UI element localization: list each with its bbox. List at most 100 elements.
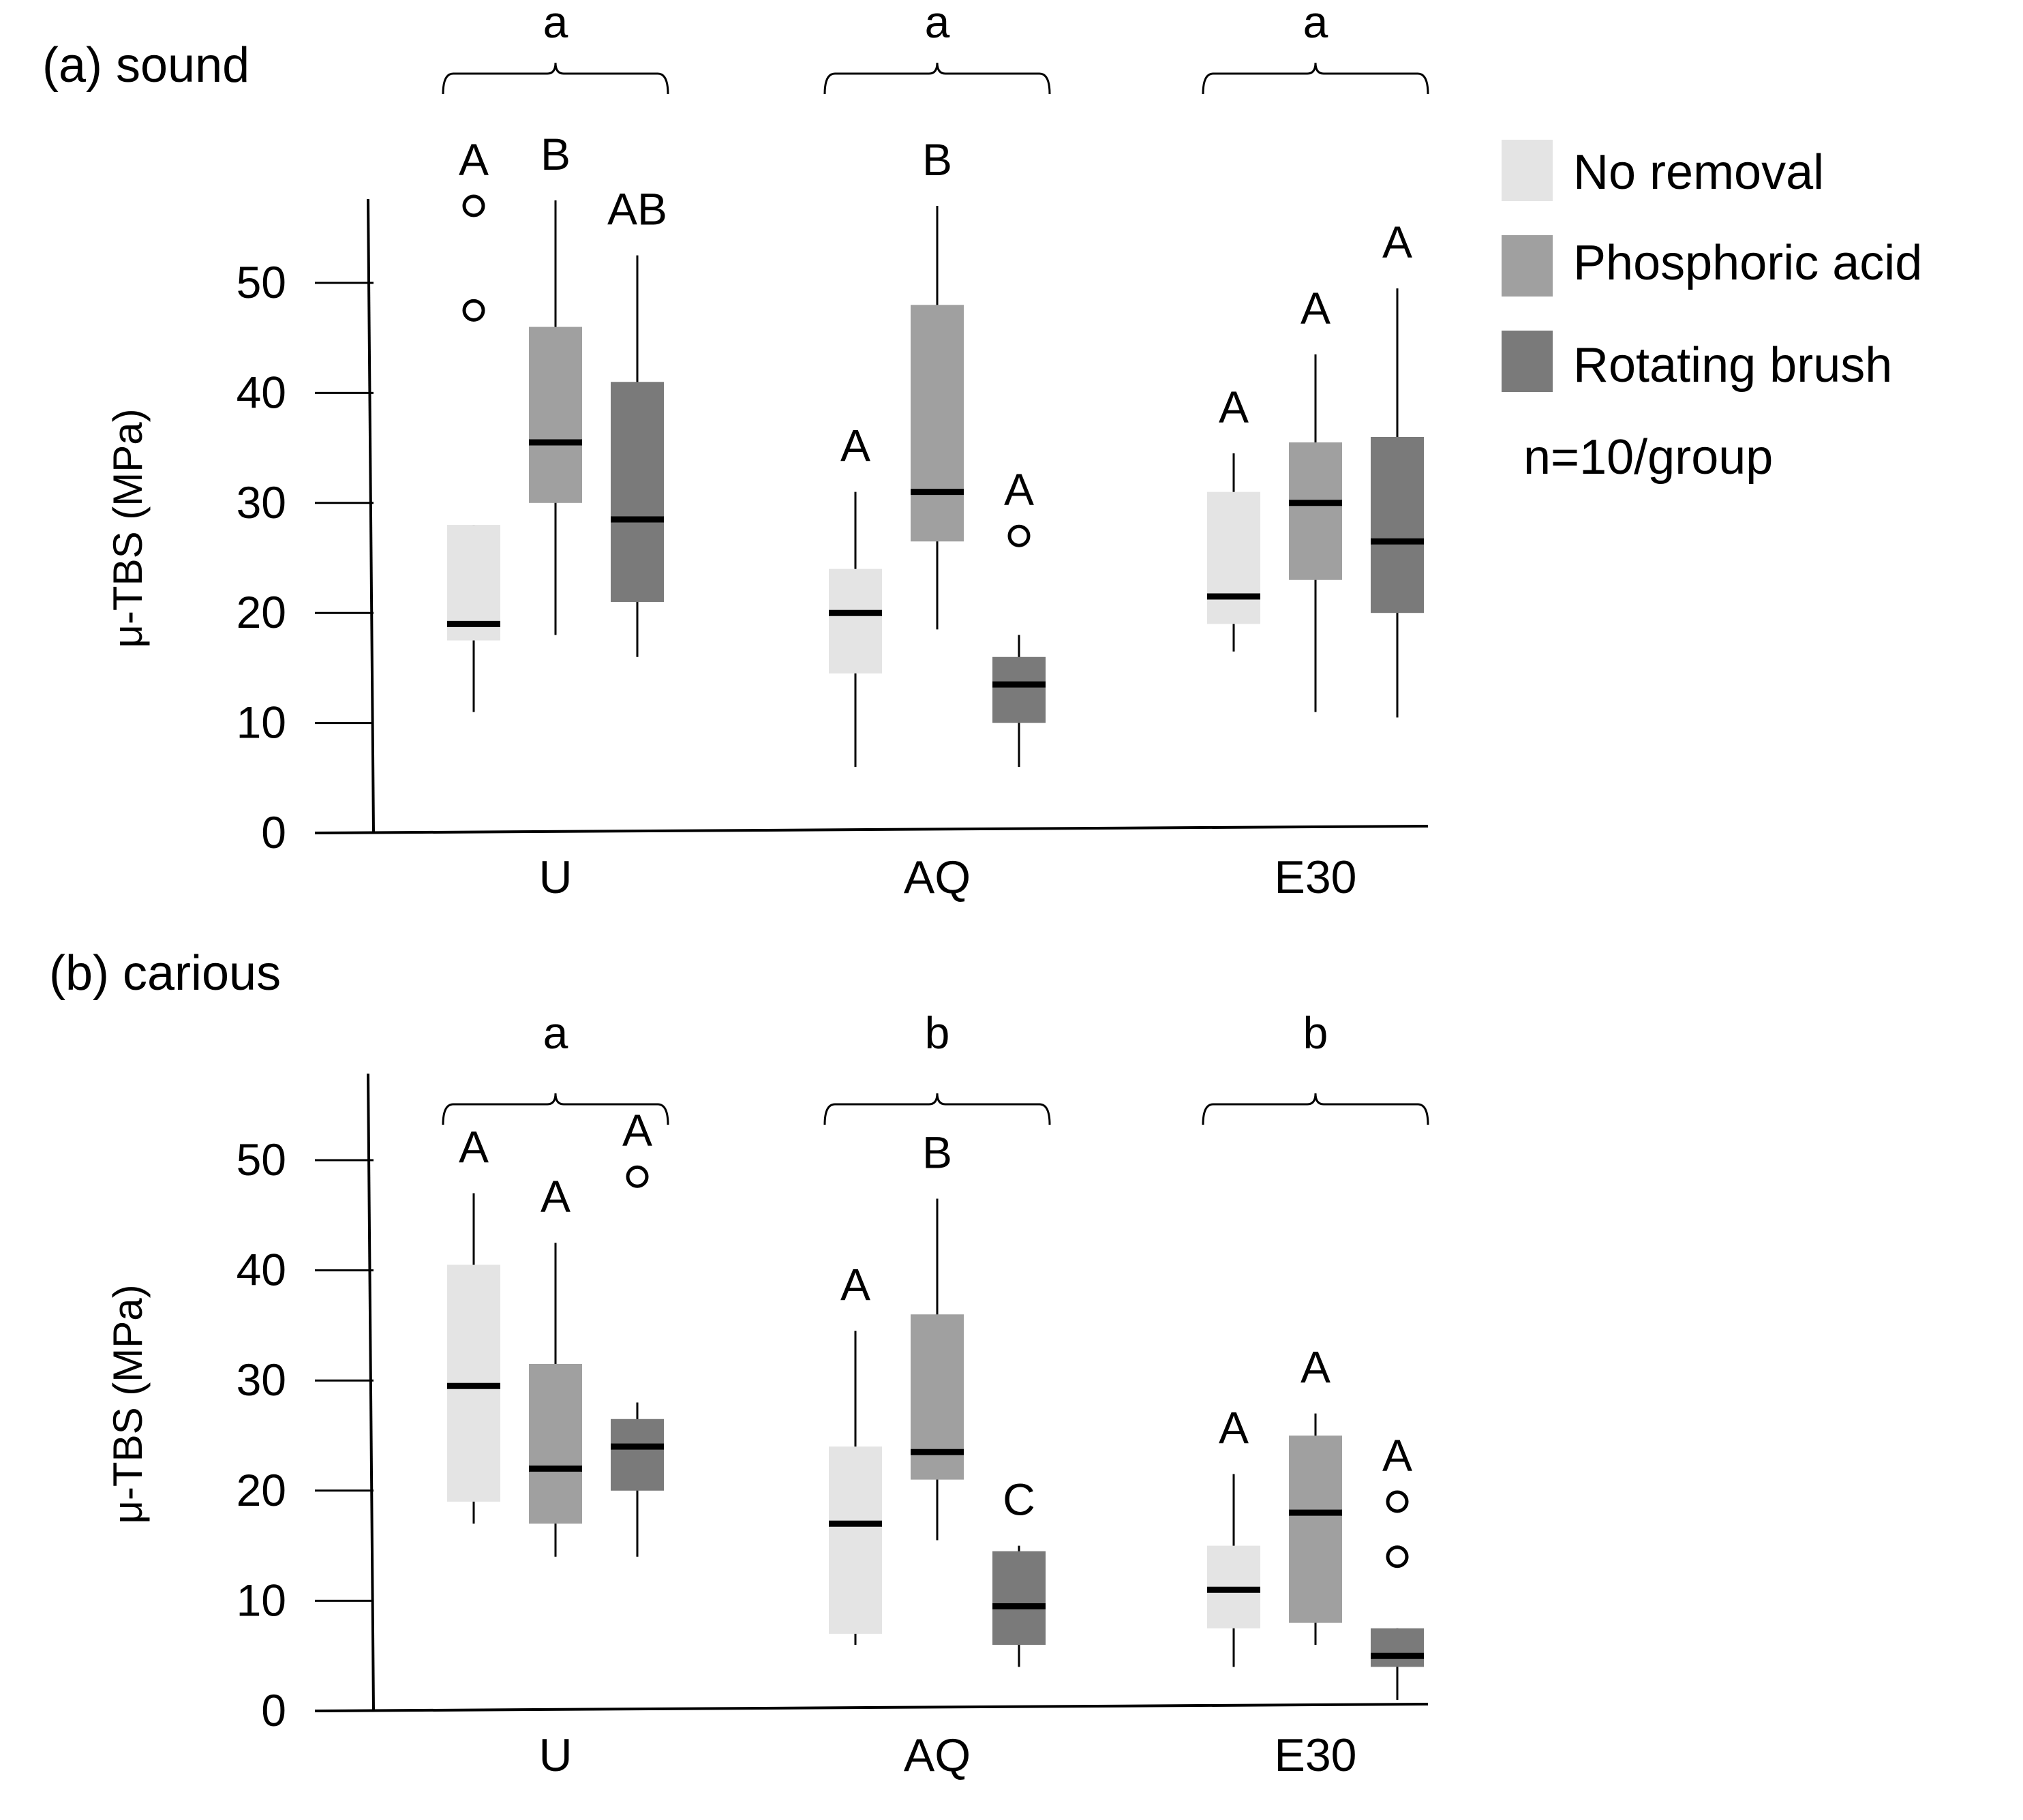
significance-letter: B: [541, 129, 571, 179]
x-category-label-aq: AQ: [904, 1729, 971, 1781]
box-no-removal-e30: A: [1207, 1403, 1260, 1667]
outlier-point: [462, 194, 485, 217]
y-tick-label: 30: [237, 477, 286, 528]
outlier-point: [1386, 1490, 1409, 1513]
significance-letter: A: [1382, 217, 1412, 267]
box-body: [1371, 436, 1424, 613]
box-rotating-brush-e30: A: [1371, 1430, 1424, 1700]
legend-swatch-no-removal: [1502, 140, 1553, 201]
significance-letter: A: [1382, 1430, 1412, 1481]
y-tick-label: 20: [237, 1465, 286, 1515]
significance-letter: AB: [607, 184, 667, 234]
box-body: [1289, 1436, 1342, 1623]
significance-letter: A: [1300, 283, 1330, 333]
significance-letter: A: [1219, 1403, 1249, 1453]
y-axis-line: [367, 1073, 375, 1712]
panel-sound: (a) sound μ-TBS (MPa) 0 10 20 30 40 50 U AQ E30…: [42, 0, 1429, 903]
legend: No removal Phosphoric acid Rotating brus…: [1502, 140, 1922, 485]
y-ticks: 0 10 20 30 40 50: [237, 257, 374, 858]
x-category-label-u: U: [538, 1729, 572, 1781]
x-category-label-aq: AQ: [904, 851, 971, 903]
outlier-point: [1007, 524, 1031, 547]
box-rotating-brush-u: AB: [607, 184, 667, 657]
group-letter: a: [543, 1007, 568, 1058]
x-axis-line: [314, 1703, 1429, 1712]
legend-swatch-phosphoric-acid: [1502, 235, 1553, 297]
outlier-point: [626, 1165, 649, 1188]
box-body: [1289, 442, 1342, 580]
y-tick-label: 40: [237, 367, 286, 417]
box-body: [1371, 1628, 1424, 1667]
group-bracket: [1202, 1093, 1429, 1125]
y-tick-label: 10: [237, 1575, 286, 1625]
box-no-removal-aq: A: [829, 421, 882, 768]
significance-letter: A: [541, 1171, 571, 1222]
box-no-removal-aq: A: [829, 1259, 882, 1645]
y-tick-label: 50: [237, 1134, 286, 1185]
outlier-point: [1386, 1545, 1409, 1568]
box-phosphoric-acid-aq: B: [911, 1127, 964, 1541]
group-letter: b: [1303, 1007, 1328, 1058]
box-body: [611, 1419, 664, 1491]
significance-letter: A: [1300, 1342, 1330, 1393]
significance-letter: A: [459, 1121, 489, 1172]
x-category-label-e30: E30: [1275, 851, 1357, 903]
box-phosphoric-acid-aq: B: [911, 134, 964, 630]
box-body: [611, 382, 664, 603]
box-no-removal-u: A: [447, 134, 500, 712]
box-body: [992, 1551, 1046, 1645]
y-tick-label: 0: [261, 1685, 286, 1735]
box-body: [529, 327, 582, 503]
box-body: [911, 305, 964, 542]
y-tick-label: 40: [237, 1245, 286, 1295]
y-tick-label: 50: [237, 257, 286, 307]
group-letter: a: [543, 0, 568, 47]
y-axis-line: [367, 198, 375, 834]
x-categories: U AQ E30: [538, 1729, 1356, 1781]
significance-letter: A: [1219, 382, 1249, 432]
group-letter: a: [925, 0, 950, 47]
box-phosphoric-acid-e30: A: [1289, 1342, 1342, 1645]
group-bracket: [442, 62, 669, 95]
x-categories: U AQ E30: [538, 851, 1356, 903]
group-letter: a: [1303, 0, 1328, 47]
y-tick-label: 20: [237, 587, 286, 637]
box-rotating-brush-aq: C: [992, 1474, 1046, 1667]
group-letter: b: [925, 1007, 950, 1058]
panel-carious: (b) carious μ-TBS (MPa) 0 10 20 30 40 50 U AQ E…: [49, 946, 1429, 1781]
x-category-label-u: U: [538, 851, 572, 903]
box-rotating-brush-aq: A: [992, 464, 1046, 768]
significance-letter: A: [459, 134, 489, 185]
significance-letter: A: [840, 1259, 870, 1309]
significance-letter: A: [622, 1105, 652, 1155]
box-no-removal-u: A: [447, 1121, 500, 1524]
group-bracket: [823, 62, 1051, 95]
y-axis-title: μ-TBS (MPa): [105, 1284, 151, 1523]
panel-title: (a) sound: [42, 38, 249, 93]
box-body: [829, 1446, 882, 1634]
panel-title: (b) carious: [49, 946, 281, 1001]
y-tick-label: 10: [237, 697, 286, 748]
legend-label-no-removal: No removal: [1573, 145, 1824, 200]
x-axis-line: [314, 825, 1429, 834]
group-bracket: [1202, 62, 1429, 95]
box-phosphoric-acid-e30: A: [1289, 283, 1342, 712]
significance-letter: C: [1003, 1474, 1035, 1525]
box-rotating-brush-u: A: [611, 1105, 664, 1557]
box-body: [1207, 491, 1260, 624]
significance-letter: A: [1004, 464, 1034, 515]
y-ticks: 0 10 20 30 40 50: [237, 1134, 374, 1735]
x-category-label-e30: E30: [1275, 1729, 1357, 1781]
y-tick-label: 30: [237, 1354, 286, 1405]
legend-swatch-rotating-brush: [1502, 331, 1553, 392]
box-phosphoric-acid-u: B: [529, 129, 582, 635]
legend-note: n=10/group: [1523, 430, 1773, 485]
significance-letter: B: [922, 134, 952, 185]
outlier-point: [462, 299, 485, 322]
y-axis-title: μ-TBS (MPa): [105, 408, 151, 648]
legend-label-phosphoric-acid: Phosphoric acid: [1573, 236, 1922, 290]
